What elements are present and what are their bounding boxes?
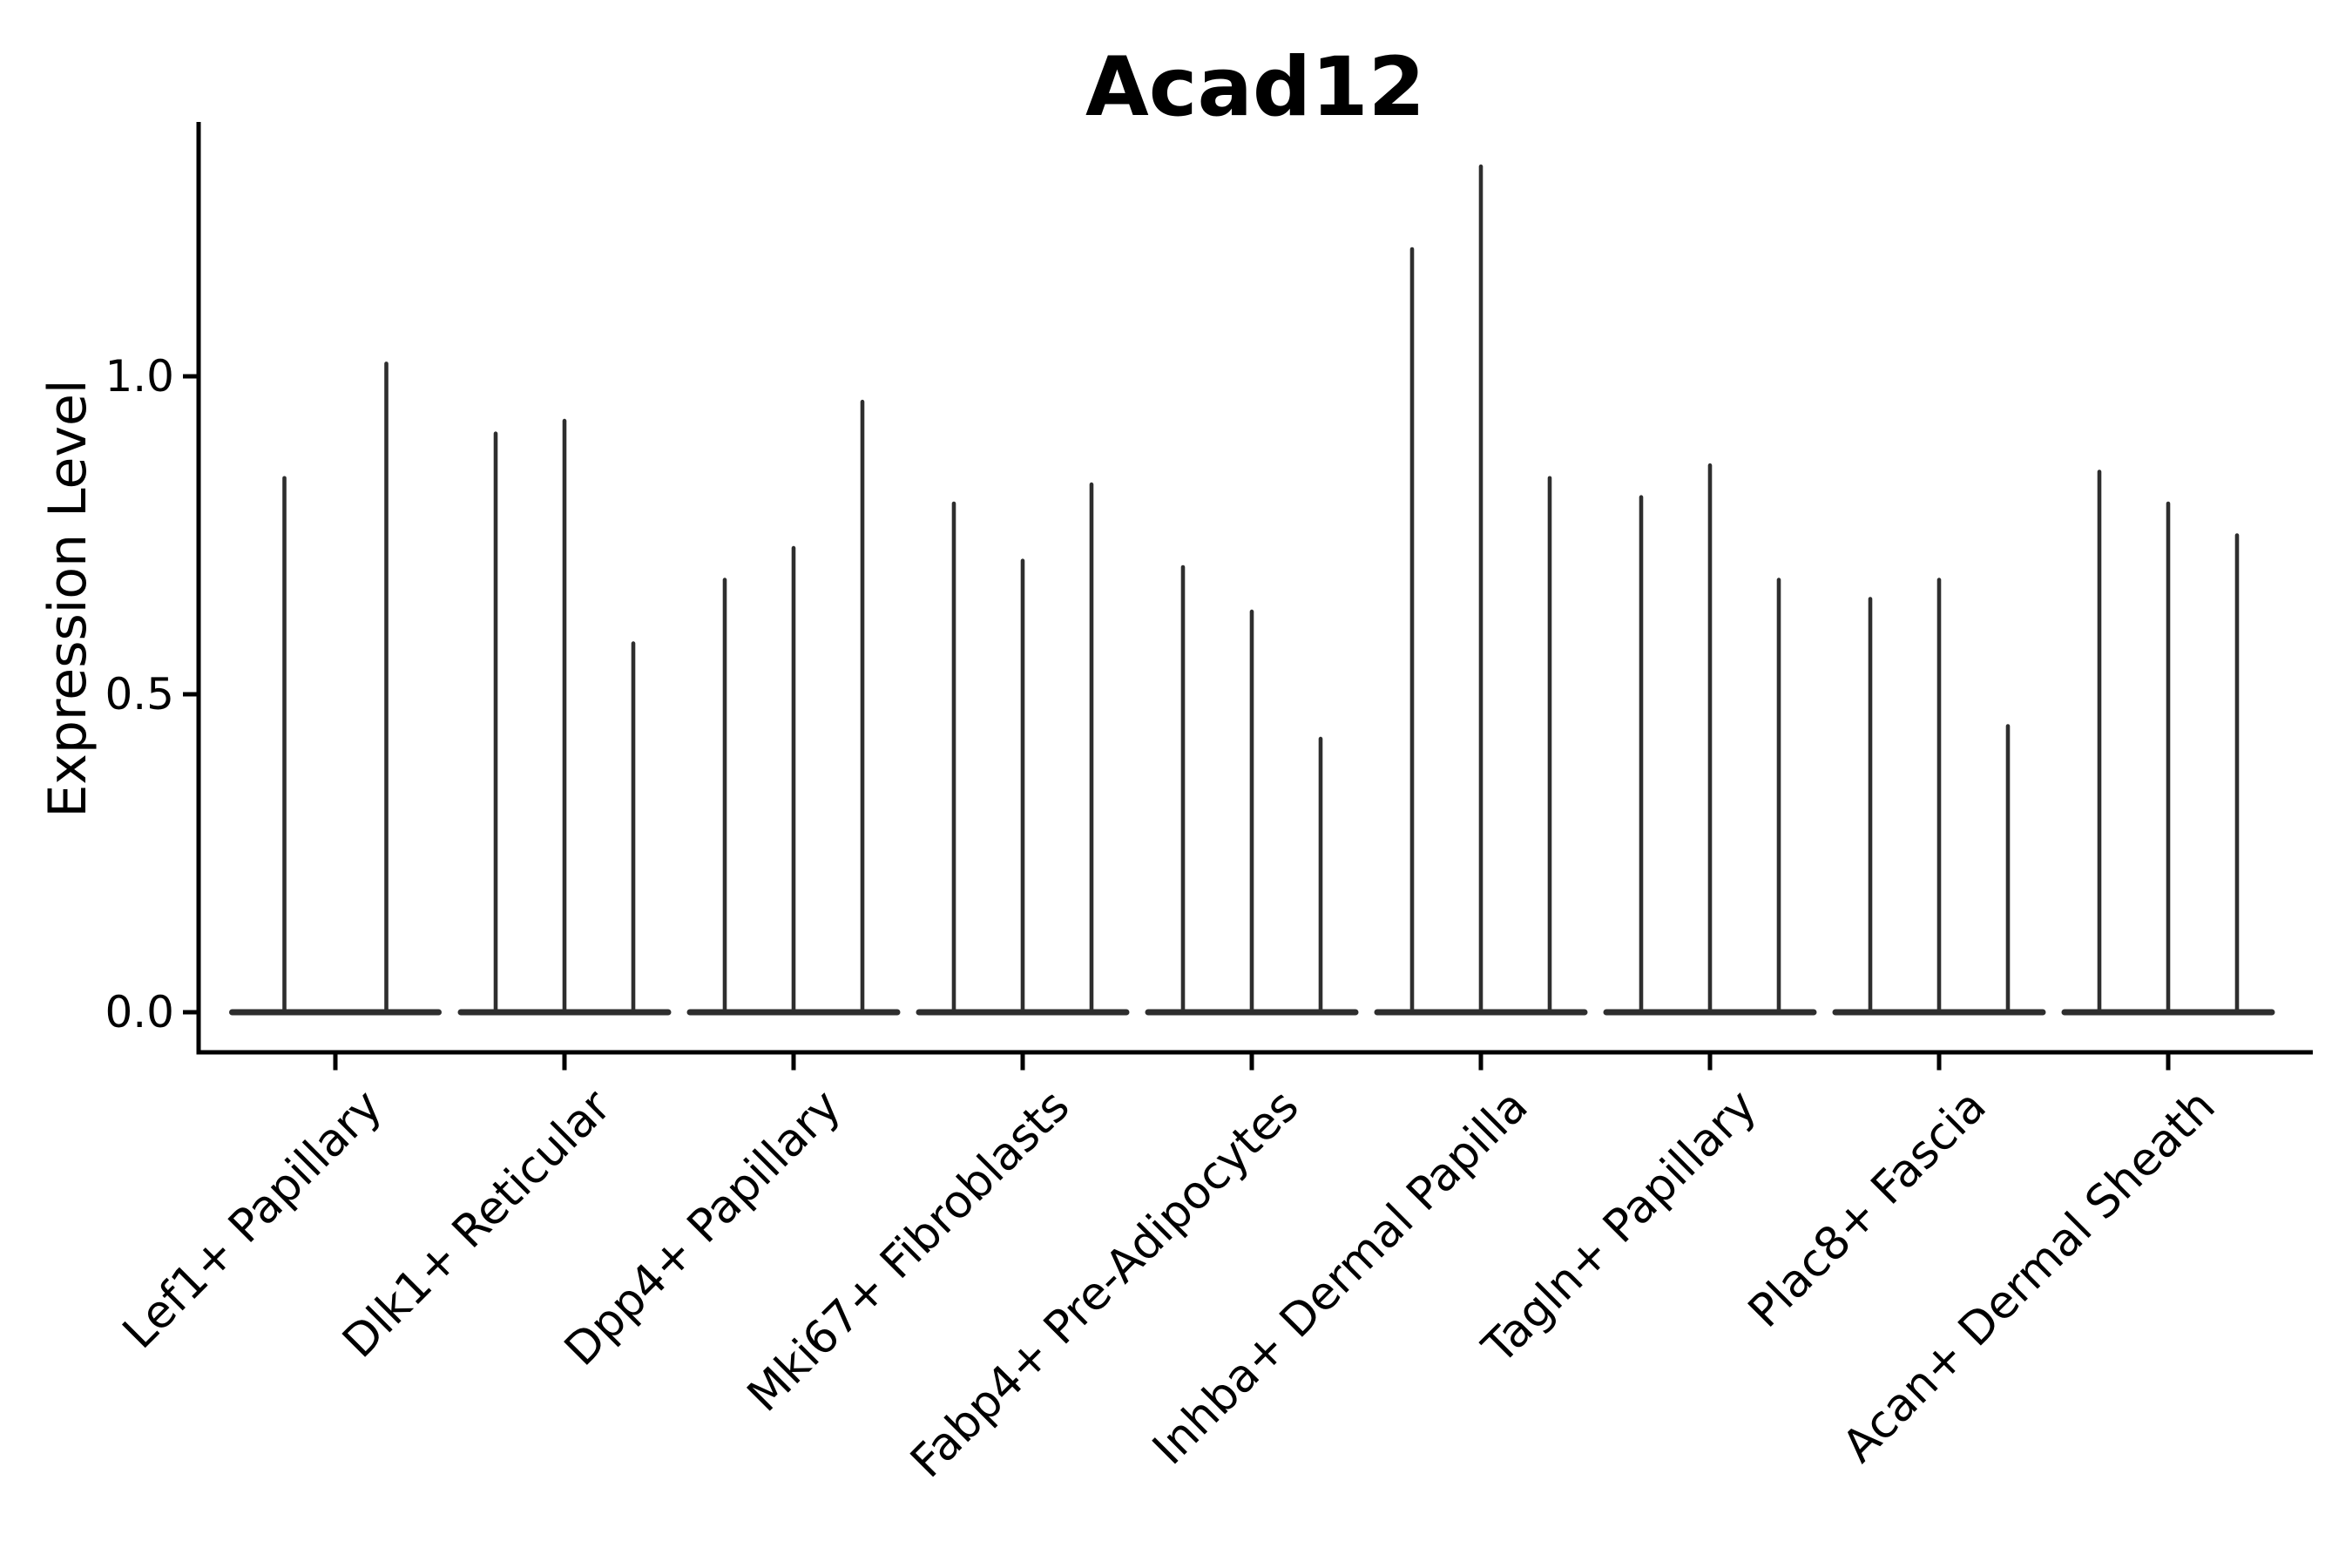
y-tick-label: 0.0: [105, 987, 174, 1037]
y-tick-label: 1.0: [105, 351, 174, 402]
y-tick-label: 0.5: [105, 669, 174, 720]
chart-title: Acad12: [1085, 40, 1425, 135]
